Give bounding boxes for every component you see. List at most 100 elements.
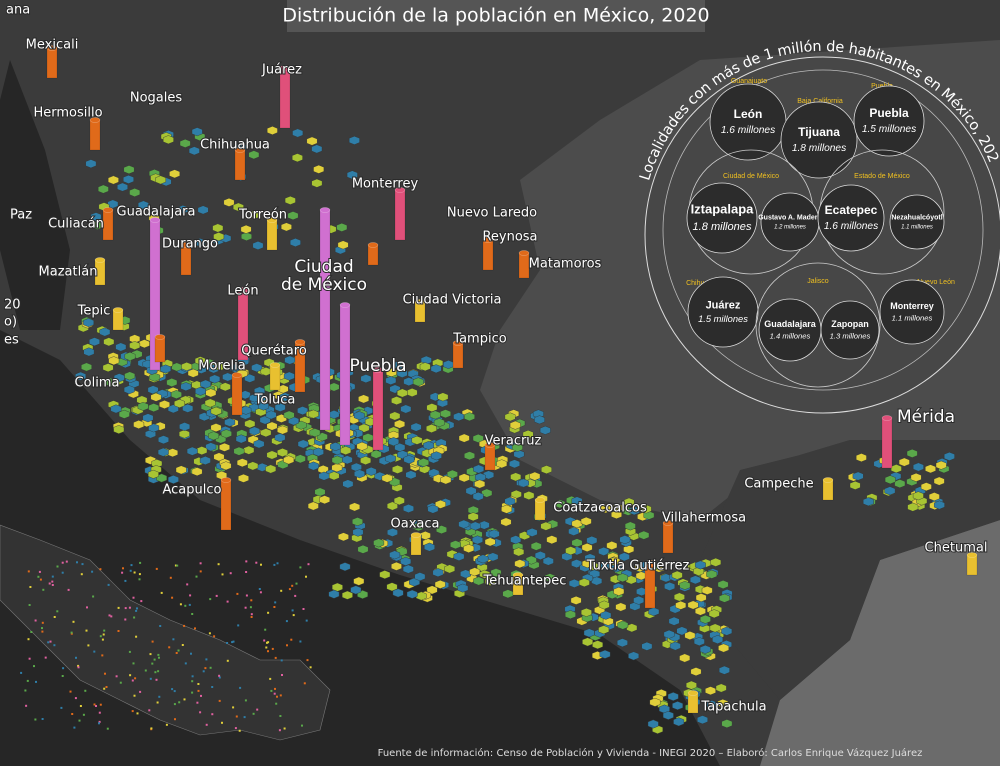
hexagon [386,582,398,592]
hexagon [890,464,902,474]
minimap-dot [226,659,229,662]
minimap-dot [280,589,283,592]
minimap-dot [69,690,72,693]
hexagon [394,419,405,429]
minimap-dot [106,727,109,730]
cylinder-top [220,477,232,483]
hexagon [546,535,558,545]
locality-population: 1.3 millones [830,331,871,340]
hexagon [405,470,417,480]
cylinder-top [266,217,278,223]
hexagon [223,197,235,207]
hexagon [353,411,365,421]
city-label: Juárez [261,63,302,78]
locality-name: Guadalajara [764,319,817,329]
title: Distribución de la población en México, … [282,5,709,27]
minimap-dot [231,641,234,644]
city-label: Colima [75,376,120,391]
minimap-dot [70,632,73,635]
locality-population: 1.1 millones [892,313,933,322]
cylinder-body [687,692,699,714]
hexagon [686,680,697,690]
hexagon [852,471,864,481]
minimap-dot [29,586,32,588]
hexagon [187,368,199,378]
hexagon [430,364,442,374]
minimap-dot [183,698,186,701]
minimap-dot [84,689,87,692]
minimap-dot [104,672,106,675]
minimap-dot [265,646,268,649]
minimap-dot [177,649,180,652]
hexagon [362,433,374,443]
hexagon [712,635,723,644]
locality-population: 1.5 millones [698,314,748,324]
hexagon [619,552,630,562]
locality-circle [889,194,945,250]
state-label: Guanajuato [731,78,767,85]
hexagon [944,451,955,461]
minimap-dot [92,595,95,598]
minimap-dot [173,703,176,706]
state-label: Ciudad de México [723,173,779,180]
cylinder-top [154,334,166,340]
bar-layer [46,45,978,714]
hexagon [102,363,114,373]
cylinder-top [452,340,464,346]
hexagon [701,585,713,595]
hexagon [586,535,598,545]
hexagon [241,232,252,241]
hexagon [884,475,896,485]
hexagon [389,550,401,560]
minimap-dot [171,688,174,691]
city-label: Monterrey [352,177,419,192]
minimap-dot [269,677,272,680]
hexagon [137,401,149,411]
cylinder-top [687,690,699,696]
minimap-dot [105,686,108,688]
cylinder-body [220,479,232,531]
hexagon [91,220,103,230]
hexagon [379,570,391,580]
hexagon [400,556,412,566]
hexagon [277,425,288,435]
hexagon [647,719,659,729]
hexagon [147,469,159,479]
cylinder-top [414,299,426,305]
hexagon [668,616,680,626]
hexagon [598,625,610,635]
hexagon [504,496,516,506]
hexagon [863,497,874,507]
locality-circle [780,101,858,179]
cylinder-top [372,367,384,373]
minimap-dot [186,583,189,586]
hexagon [510,472,522,482]
hexagon [233,446,245,456]
hexagon [396,368,408,378]
hexagon [188,146,200,156]
hexagon [311,144,323,154]
hexagon [609,556,620,566]
minimap-dot [243,716,246,719]
locality-name: Monterrey [890,301,934,311]
minimap-dot [270,689,273,692]
edge-fragment: 20 [4,298,21,313]
hexagon [672,701,683,711]
hexagon [110,404,122,414]
hexagon [330,442,341,452]
hexagon [530,541,542,551]
edge-fragment: Paz [10,208,32,223]
hexagon [591,576,603,586]
hexagon [565,610,576,620]
minimap-dot [38,570,41,573]
hexagon [708,609,720,619]
gulf-of-california [0,60,70,330]
hexagon [447,469,458,479]
hexagon [252,241,264,250]
hexagon [440,475,452,485]
state-group [755,262,881,388]
minimap-dot [238,729,241,732]
minimap-dot [42,588,45,591]
hexagon [212,223,224,233]
hexagon [592,640,603,650]
